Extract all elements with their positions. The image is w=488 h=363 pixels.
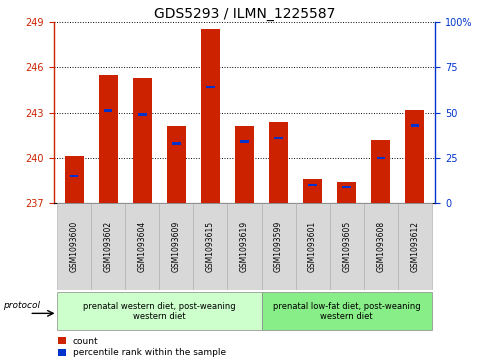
Text: prenatal western diet, post-weaning
western diet: prenatal western diet, post-weaning west…	[83, 302, 235, 321]
Bar	[274, 136, 282, 139]
FancyBboxPatch shape	[397, 203, 431, 290]
Text: GSM1093601: GSM1093601	[307, 221, 316, 272]
Text: GSM1093619: GSM1093619	[240, 221, 248, 272]
FancyBboxPatch shape	[329, 203, 363, 290]
FancyBboxPatch shape	[57, 293, 261, 330]
FancyBboxPatch shape	[261, 293, 431, 330]
Bar	[206, 86, 214, 89]
Text: GSM1093608: GSM1093608	[375, 221, 385, 272]
FancyBboxPatch shape	[227, 203, 261, 290]
Bar	[201, 29, 220, 203]
FancyBboxPatch shape	[91, 203, 125, 290]
FancyBboxPatch shape	[125, 203, 159, 290]
FancyBboxPatch shape	[295, 203, 329, 290]
Text: GSM1093604: GSM1093604	[138, 221, 146, 273]
Text: GSM1093615: GSM1093615	[205, 221, 215, 272]
Bar	[65, 156, 83, 203]
Text: GSM1093605: GSM1093605	[342, 221, 350, 273]
Bar	[308, 184, 316, 187]
Bar	[167, 126, 185, 203]
Bar	[342, 185, 350, 188]
Text: GSM1093602: GSM1093602	[103, 221, 113, 272]
Text: GSM1093599: GSM1093599	[273, 221, 283, 273]
FancyBboxPatch shape	[261, 203, 295, 290]
Bar	[376, 156, 384, 159]
Text: GSM1093612: GSM1093612	[409, 221, 418, 272]
Bar	[235, 126, 253, 203]
FancyBboxPatch shape	[57, 203, 91, 290]
Legend: count, percentile rank within the sample: count, percentile rank within the sample	[58, 337, 225, 357]
Bar	[337, 182, 355, 203]
FancyBboxPatch shape	[363, 203, 397, 290]
FancyBboxPatch shape	[159, 203, 193, 290]
Text: GSM1093600: GSM1093600	[70, 221, 79, 273]
Text: protocol: protocol	[3, 301, 40, 310]
Text: GSM1093609: GSM1093609	[172, 221, 181, 273]
Bar	[138, 113, 146, 116]
Bar	[268, 122, 287, 203]
Bar	[133, 78, 151, 203]
Bar	[370, 140, 389, 203]
Bar	[99, 75, 118, 203]
Bar	[303, 179, 321, 203]
FancyBboxPatch shape	[193, 203, 227, 290]
Bar	[240, 140, 248, 143]
Bar	[172, 142, 180, 145]
Title: GDS5293 / ILMN_1225587: GDS5293 / ILMN_1225587	[154, 7, 334, 21]
Bar	[104, 109, 112, 112]
Bar	[70, 175, 78, 178]
Bar	[405, 110, 423, 203]
Text: prenatal low-fat diet, post-weaning
western diet: prenatal low-fat diet, post-weaning west…	[272, 302, 420, 321]
Bar	[410, 124, 418, 127]
